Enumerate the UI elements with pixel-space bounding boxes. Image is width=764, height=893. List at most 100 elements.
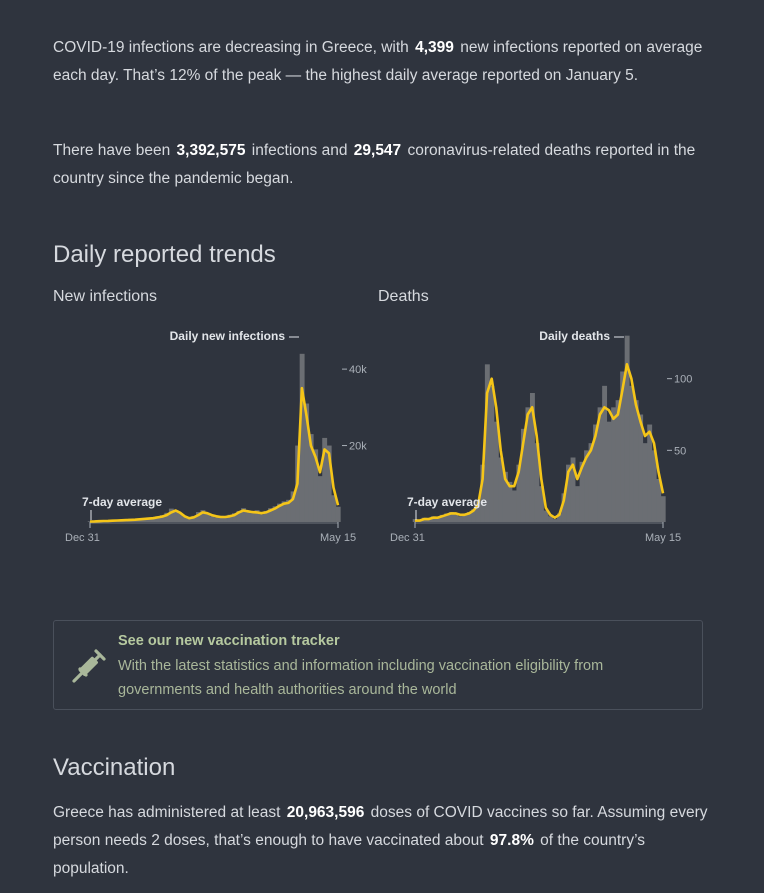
daily-bar [426,519,432,522]
daily-bar [593,424,599,522]
daily-bar [435,517,441,522]
daily-bar [290,491,296,522]
population-vaccinated-value: 97.8% [489,832,534,849]
daily-bar [651,450,657,522]
daily-bar [642,443,648,522]
y-tick-label: 20k [349,441,367,453]
daily-bar [543,510,549,522]
daily-bar [263,510,269,522]
daily-bar [493,421,499,522]
x-end-label: May 15 [645,532,681,544]
daily-bar [489,385,495,522]
daily-bar [299,353,305,522]
daily-bar [462,513,468,522]
deaths-chart-title: Deaths [378,288,429,305]
vaccination-tracker-description: With the latest statistics and informati… [118,658,604,698]
daily-bar [475,500,481,522]
daily-bar [227,514,233,522]
daily-bar [534,443,540,522]
vaccination-text: Greece has administered at least [53,804,281,821]
summary-infections-paragraph: COVID-19 infections are decreasing in Gr… [53,34,713,90]
vaccination-text: of the country’s population. [53,832,646,877]
daily-bar [566,464,571,522]
daily-bar [439,514,445,522]
average-line [415,362,665,522]
daily-bar [498,457,504,522]
vaccination-paragraph: Greece has administered at least 20,963,… [53,799,713,883]
daily-bar [173,510,179,522]
daily-bar [579,461,585,522]
daily-bar [575,486,580,522]
daily-bar [218,515,224,522]
average-label: 7-day average [407,495,487,509]
daily-bar [214,517,219,522]
daily-bar [277,503,283,522]
daily-bar [268,508,274,522]
vaccination-tracker-link[interactable]: See our new vaccination tracker With the… [53,620,703,710]
daily-bar [250,513,255,522]
daily-bar [236,510,242,522]
daily-bar [232,513,237,522]
daily-bar [570,457,576,522]
summary-totals-paragraph: There have been 3,392,575 infections and… [53,137,713,193]
daily-bar [584,450,589,522]
daily-bar [552,519,558,522]
x-end-label: May 15 [320,532,356,544]
y-tick-label: 50 [674,445,686,457]
daily-bar [159,515,165,522]
daily-bar [155,516,161,522]
daily-bar [313,449,319,522]
vaccination-heading: Vaccination [53,754,176,781]
daily-bar [195,512,201,522]
summary-text: new infections reported on average each … [53,39,703,84]
deaths-chart-svg: 50 100 Dec 31 May 15 Daily deaths 7-day avera… [390,329,692,544]
daily-bar [561,493,567,522]
daily-bar [597,407,603,522]
x-start-label: Dec 31 [65,532,100,544]
daily-bar [150,518,156,522]
daily-bar [507,481,513,522]
infections-chart-svg: 20k 40k Dec 31 May 15 Daily new infections 7-… [65,329,367,544]
daily-bar [457,516,463,522]
vaccination-text: doses of COVID vaccines so far. Assuming… [53,804,708,849]
daily-bar [633,400,639,522]
daily-bar [241,508,246,522]
daily-bar [304,403,310,522]
y-tick-label: 100 [674,374,692,386]
summary-text: coronavirus-related deaths reported in t… [53,142,696,187]
daily-bar [529,393,535,522]
daily-bar [444,513,450,522]
vaccination-tracker-title[interactable]: See our new vaccination tracker [118,633,340,649]
daily-bar [466,511,472,522]
infections-chart: 20k 40k Dec 31 May 15 Daily new infections 7-… [53,310,373,560]
daily-bar [209,516,215,522]
daily-bar [588,443,594,522]
daily-bar [620,371,626,522]
daily-bar [281,501,287,522]
daily-bar [286,499,292,522]
summary-text: There have been [53,142,171,159]
daily-bar [629,385,635,522]
daily-bar [471,509,477,522]
daily-bar [516,464,522,522]
daily-bar [647,424,653,522]
daily-bar [480,464,486,522]
summary-text: COVID-19 infections are decreasing in Gr… [53,39,409,56]
daily-bar [326,445,332,522]
daily-bar [177,513,183,522]
daily-bar [602,385,608,522]
daily-bar [259,514,264,522]
daily-bar [557,513,562,522]
daily-bar [245,512,251,522]
daily-bar [502,471,508,522]
summary-text: infections and [251,142,348,159]
series-label: Daily deaths [539,329,610,343]
daily-bar [335,506,341,522]
average-line [89,386,340,523]
series-label: Daily new infections [170,329,286,343]
daily-bar [322,437,328,522]
daily-bar [624,335,630,522]
daily-bar [182,517,188,522]
total-infections-value: 3,392,575 [176,142,246,159]
daily-bar [200,510,206,522]
